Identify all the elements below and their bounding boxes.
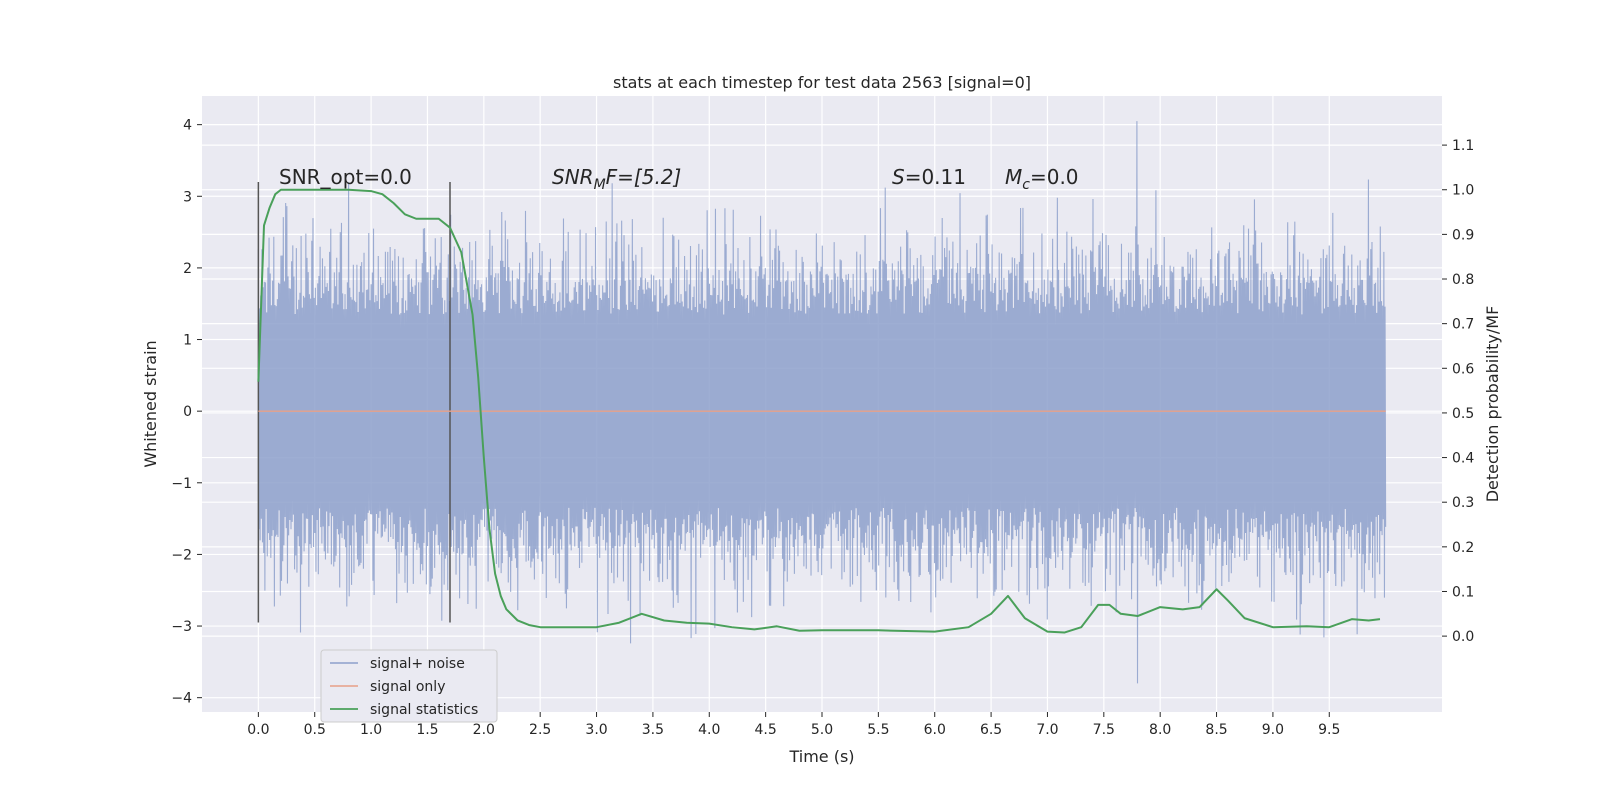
y-axis-ticks: 4 3 2 1 0 −1 −2 −3 −4 — [171, 118, 202, 707]
x-tick-label: 7.0 — [1036, 722, 1058, 738]
x-tick-label: 5.5 — [867, 722, 889, 738]
x-tick-label: 9.0 — [1262, 722, 1284, 738]
y2-tick-label: 0.6 — [1452, 361, 1474, 377]
y-tick-label: −2 — [171, 547, 192, 563]
x-tick-label: 3.0 — [585, 722, 607, 738]
x-tick-label: 2.0 — [473, 722, 495, 738]
x-tick-label: 4.5 — [755, 722, 777, 738]
x-tick-label: 2.5 — [529, 722, 551, 738]
x-tick-label: 8.5 — [1205, 722, 1227, 738]
x-tick-label: 8.0 — [1149, 722, 1171, 738]
y-tick-label: 2 — [183, 261, 192, 277]
y-tick-label: −4 — [171, 691, 192, 707]
x-axis-label: Time (s) — [788, 747, 854, 766]
vertical-markers — [257, 181, 451, 623]
x-tick-label: 1.0 — [360, 722, 382, 738]
annotation-snr-mf: SNRMF=[5.2] — [552, 165, 681, 193]
y-tick-label: 3 — [183, 189, 192, 205]
y2-tick-label: 0.2 — [1452, 540, 1474, 556]
x-tick-label: 1.5 — [416, 722, 438, 738]
signal-statistics-line — [257, 188, 1381, 634]
annotation-snr-opt: SNR_opt=0.0 — [279, 165, 412, 189]
x-axis-ticks: 0.0 0.5 1.0 1.5 2.0 2.5 3.0 3.5 4.0 4.5 5.0 5.5 6.0 6… — [247, 712, 1340, 738]
y2-axis-label: Detection probability/MF — [1483, 306, 1502, 503]
legend-box — [320, 649, 498, 723]
y2-tick-label: 0.1 — [1452, 584, 1474, 600]
legend-label-noise: signal+ noise — [370, 656, 465, 672]
legend-label-stats: signal statistics — [370, 702, 478, 718]
noise-line — [257, 121, 1387, 684]
legend-label-signal: signal only — [370, 679, 445, 695]
y2-tick-label: 0.7 — [1452, 317, 1474, 333]
y-tick-label: 0 — [183, 404, 192, 420]
y2-tick-label: 1.1 — [1452, 138, 1474, 154]
chart-title: stats at each timestep for test data 256… — [613, 73, 1031, 92]
y2-tick-label: 0.0 — [1452, 629, 1474, 645]
y-axis-label: Whitened strain — [141, 340, 160, 467]
x-tick-label: 7.5 — [1093, 722, 1115, 738]
y2-tick-label: 1.0 — [1452, 183, 1474, 199]
x-tick-label: 4.0 — [698, 722, 720, 738]
x-tick-label: 0.5 — [304, 722, 326, 738]
y2-tick-label: 0.3 — [1452, 495, 1474, 511]
x-tick-label: 3.5 — [642, 722, 664, 738]
x-tick-label: 9.5 — [1318, 722, 1340, 738]
y2-axis-ticks: 1.1 1.0 0.9 0.8 0.7 0.6 0.5 0.4 0.3 0.2 0.1 0.0 — [1442, 138, 1474, 645]
x-tick-label: 6.5 — [980, 722, 1002, 738]
noise-series — [257, 121, 1387, 684]
y-tick-label: −3 — [171, 619, 192, 635]
x-tick-label: 0.0 — [247, 722, 269, 738]
x-tick-label: 6.0 — [924, 722, 946, 738]
y2-tick-label: 0.8 — [1452, 272, 1474, 288]
x-tick-label: 5.0 — [811, 722, 833, 738]
signal-statistics-series — [257, 188, 1381, 634]
y2-tick-label: 0.9 — [1452, 227, 1474, 243]
y-tick-label: 4 — [183, 118, 192, 134]
annotation-s: S=0.11 — [892, 165, 966, 189]
y2-tick-label: 0.4 — [1452, 451, 1474, 467]
legend: signal+ noise signal only signal statist… — [320, 649, 498, 723]
annotation-mc: Mc=0.0 — [1005, 165, 1079, 193]
y-tick-label: 1 — [183, 333, 192, 349]
y-tick-label: −1 — [171, 476, 192, 492]
y2-tick-label: 0.5 — [1452, 406, 1474, 422]
